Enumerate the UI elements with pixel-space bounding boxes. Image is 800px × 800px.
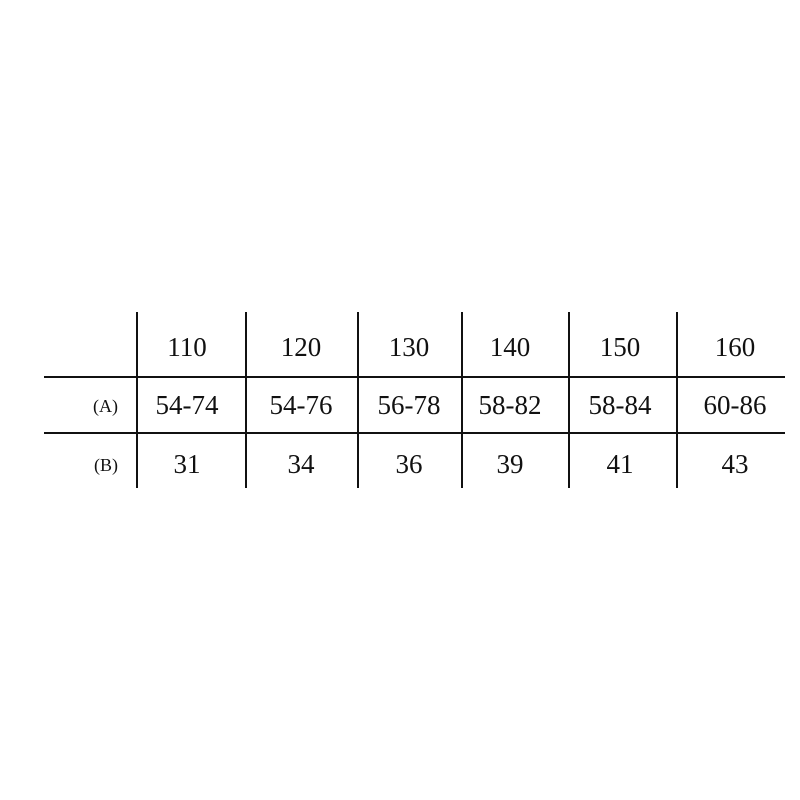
table-cell: 34 (287, 449, 315, 479)
table-cell: 54-74 (155, 390, 219, 420)
table-cell: 43 (721, 449, 749, 479)
column-header: 160 (714, 332, 756, 362)
column-divider (136, 312, 138, 488)
column-header: 140 (489, 332, 531, 362)
table-cell: 58-82 (478, 390, 542, 420)
row-label: (B) (94, 455, 118, 475)
row-label: (A) (93, 396, 118, 416)
row-divider (44, 376, 785, 378)
column-divider (568, 312, 570, 488)
column-divider (357, 312, 359, 488)
table-cell: 41 (606, 449, 634, 479)
row-divider (44, 432, 785, 434)
table-cell: 58-84 (588, 390, 652, 420)
table-cell: 60-86 (703, 390, 767, 420)
column-divider (461, 312, 463, 488)
column-header: 110 (167, 332, 207, 362)
table-cell: 56-78 (377, 390, 441, 420)
column-header: 120 (280, 332, 322, 362)
column-header: 130 (388, 332, 430, 362)
table-cell: 36 (395, 449, 423, 479)
table-cell: 31 (173, 449, 201, 479)
table-cell: 39 (496, 449, 524, 479)
column-divider (245, 312, 247, 488)
table-cell: 54-76 (269, 390, 333, 420)
column-divider (676, 312, 678, 488)
column-header: 150 (599, 332, 641, 362)
